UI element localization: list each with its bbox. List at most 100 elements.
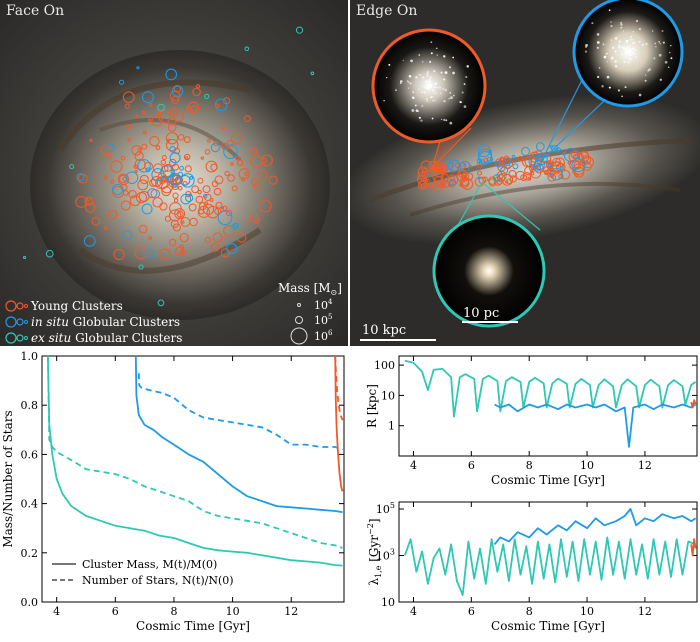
exsitu-cluster-marker: [45, 249, 54, 258]
exsitu-cluster-marker: [23, 255, 27, 260]
insitu-cluster-marker: [214, 98, 228, 112]
young-cluster-marker: [169, 238, 177, 247]
series-line-ex-situ: [403, 536, 696, 596]
young-cluster-marker: [107, 209, 118, 220]
scalebar-pc-label: 10 pc: [463, 306, 499, 321]
insitu-cluster-marker: [535, 153, 548, 165]
insitu-cluster-marker: [477, 176, 481, 180]
young-cluster-marker: [165, 132, 179, 145]
x-tick-label: 8: [526, 459, 533, 472]
young-cluster-marker: [221, 126, 225, 130]
y-tick-label: 0.8: [21, 399, 39, 412]
insitu-cluster-marker: [449, 178, 457, 186]
plot-frame: [398, 355, 698, 457]
y-axis-label: Mass/Number of Stars: [1, 410, 15, 547]
young-cluster-marker: [151, 115, 163, 127]
mass-marker-1e5-icon: [295, 316, 303, 324]
insitu-cluster-marker: [151, 168, 165, 182]
svg-text:Mass [M⊙]: Mass [M⊙]: [278, 281, 342, 297]
young-cluster-marker: [86, 196, 91, 201]
insitu-cluster-marker: [177, 171, 183, 177]
insitu-cluster-marker: [189, 175, 194, 180]
edge-on-title: Edge On: [356, 3, 418, 19]
young-cluster-marker: [225, 209, 233, 217]
legend-insitu: in situ Globular Clusters: [5, 315, 180, 329]
young-cluster-marker: [155, 145, 161, 151]
young-cluster-marker: [148, 102, 153, 107]
insitu-cluster-marker: [503, 158, 511, 166]
y-axis-label: λ1,e [Gyr−2]: [366, 518, 383, 585]
insitu-cluster-marker: [512, 163, 519, 170]
insitu-cluster-marker: [226, 243, 238, 255]
young-cluster-marker: [257, 170, 268, 181]
young-cluster-marker: [103, 175, 109, 180]
young-cluster-marker: [158, 110, 171, 124]
face-on-title: Face On: [6, 3, 65, 19]
young-cluster-marker: [204, 149, 211, 155]
insitu-cluster-marker: [476, 157, 482, 164]
young-cluster-marker: [137, 147, 142, 152]
legend-exsitu-label: Globular Clusters: [75, 331, 182, 345]
young-cluster-marker: [91, 216, 101, 226]
young-cluster-marker: [459, 182, 464, 188]
young-cluster-marker: [172, 192, 179, 199]
young-cluster-marker: [214, 175, 224, 185]
insitu-cluster-marker: [119, 79, 125, 85]
young-cluster-marker: [421, 171, 426, 177]
insitu-cluster-marker: [521, 146, 530, 156]
insitu-cluster-marker: [145, 167, 151, 173]
y-tick-label: 100: [374, 359, 395, 372]
mass-marker-1e4-icon: [297, 303, 301, 307]
y-tick-label: 0.4: [21, 498, 39, 511]
edge-on-cluster-markers: [416, 142, 594, 192]
x-tick-label: 10: [580, 459, 594, 472]
insitu-cluster-marker: [106, 143, 115, 152]
exsitu-cluster-marker: [157, 103, 165, 112]
face-on-panel: Face On Young Clusters in situ Globular …: [0, 0, 348, 346]
insitu-cluster-marker: [76, 173, 85, 182]
young-cluster-marker: [253, 182, 261, 190]
young-cluster-marker: [442, 180, 450, 188]
young-cluster-marker: [230, 162, 234, 166]
scalebar-kpc-label: 10 kpc: [362, 323, 406, 338]
exsitu-cluster-marker: [310, 71, 315, 76]
insitu-cluster-marker: [478, 151, 493, 165]
young-cluster-marker: [187, 101, 200, 114]
insitu-cluster-marker: [559, 166, 564, 171]
x-tick-label: 4: [410, 459, 417, 472]
young-cluster-marker: [100, 144, 111, 155]
young-cluster-marker: [210, 243, 220, 252]
young-cluster-marker: [149, 136, 160, 147]
young-cluster-marker: [424, 178, 429, 183]
young-cluster-marker: [153, 163, 164, 174]
young-cluster-marker: [165, 138, 179, 152]
x-tick-label: 6: [112, 605, 119, 618]
radius-chart: 4 6 8 10 12 100 10 1 Cosmic Time [Gyr] R [kpc]: [365, 355, 698, 487]
mass-legend-title: Mass [M: [278, 281, 331, 295]
insitu-cluster-marker: [83, 235, 96, 247]
young-cluster-marker: [126, 124, 132, 130]
series-line-in-situ: [493, 508, 697, 545]
exsitu-cluster-marker: [138, 264, 144, 270]
edge-on-panel: 10 pc 10 kpc Edge On: [350, 0, 700, 346]
young-cluster-marker: [159, 202, 168, 211]
young-cluster-marker: [261, 158, 267, 164]
insitu-cluster-marker: [495, 161, 502, 168]
young-cluster-marker: [461, 178, 474, 191]
young-cluster-marker: [173, 111, 184, 122]
x-axis-label: Cosmic Time [Gyr]: [491, 619, 605, 633]
insitu-cluster-marker: [165, 68, 178, 81]
young-cluster-marker: [496, 170, 507, 181]
insitu-cluster-marker: [169, 146, 176, 153]
young-cluster-marker: [168, 209, 182, 222]
insitu-cluster-marker: [533, 159, 545, 171]
young-cluster-marker: [184, 156, 189, 160]
legend-insitu-em: in situ: [31, 315, 69, 329]
young-cluster-marker: [443, 165, 448, 171]
young-cluster-marker: [134, 169, 138, 174]
young-cluster-marker: [149, 179, 157, 187]
young-cluster-marker: [431, 181, 443, 192]
young-cluster-marker: [268, 175, 278, 185]
insitu-cluster-marker: [547, 162, 553, 168]
exsitu-cluster-marker: [69, 164, 75, 170]
